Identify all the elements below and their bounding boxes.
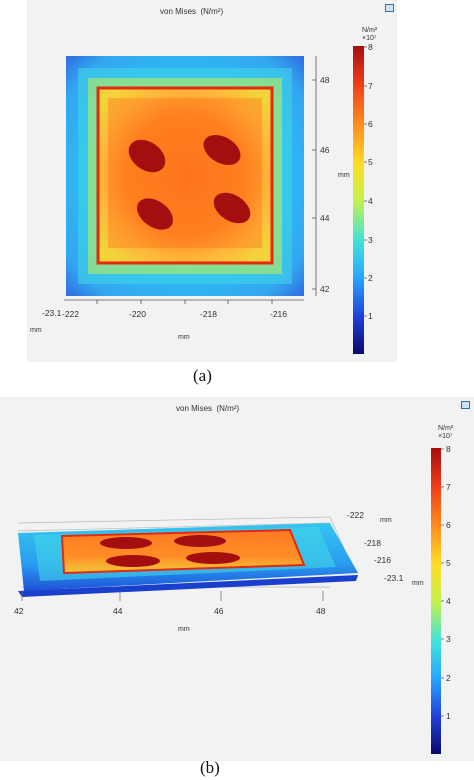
colorbar: [353, 46, 364, 354]
window-icon[interactable]: [385, 4, 394, 12]
colorbar-tick: 1: [446, 711, 451, 721]
hotspot: [213, 192, 251, 224]
caption-a: (a): [193, 366, 212, 385]
z-tick-a: -23.1: [42, 308, 62, 318]
y-tick-a: 46: [320, 145, 330, 155]
colorbar-tick: 8: [368, 42, 373, 52]
x-tick-a: -216: [270, 309, 288, 319]
stress-plot-a: [64, 46, 367, 354]
y-tick-a: 48: [320, 75, 330, 85]
y-unit-a: mm: [338, 172, 350, 179]
hotspot: [100, 537, 152, 549]
colorbar-multiplier-b: ×10⁷: [438, 433, 453, 440]
z-unit-a: mm: [30, 327, 42, 334]
colorbar-tick: 4: [368, 196, 373, 206]
y-unit-b: mm: [380, 517, 392, 524]
y-tick-a: 44: [320, 213, 330, 223]
colorbar-unit-b: N/m²: [438, 425, 454, 432]
stress-plot-b: [17, 448, 444, 754]
window-icon[interactable]: [461, 401, 470, 409]
colorbar-tick: 5: [446, 558, 451, 568]
x-tick-a: -222: [62, 309, 80, 319]
x-tick-b: 48: [316, 606, 326, 616]
colorbar-tick: 6: [368, 119, 373, 129]
chip-region: [98, 88, 272, 263]
y-tick-b: -23.1: [384, 573, 404, 583]
colorbar: [431, 448, 441, 754]
hotspot: [174, 535, 226, 547]
caption-b: (b): [200, 758, 220, 777]
colorbar-tick: 7: [368, 81, 373, 91]
colorbar-tick: 3: [368, 235, 373, 245]
hotspot: [203, 134, 241, 166]
x-tick-b: 42: [14, 606, 24, 616]
colorbar-multiplier-a: ×10⁷: [362, 35, 377, 42]
colorbar-tick: 3: [446, 634, 451, 644]
x-tick-a: -220: [129, 309, 147, 319]
y-tick-b: -218: [364, 538, 382, 548]
x-tick-b: 44: [113, 606, 123, 616]
y-tick-a: 42: [320, 284, 330, 294]
plot-title-a: von Mises (N/m²): [160, 7, 224, 16]
hotspot: [128, 139, 166, 173]
x-tick-a: -218: [200, 309, 218, 319]
hotspot: [186, 552, 240, 564]
colorbar-tick: 2: [446, 673, 451, 683]
hotspot: [136, 198, 174, 230]
y-tick-b: -222: [347, 510, 365, 520]
colorbar-tick: 4: [446, 596, 451, 606]
y-tick-b: -216: [374, 555, 392, 565]
colorbar-tick: 8: [446, 444, 451, 454]
colorbar-tick: 6: [446, 520, 451, 530]
figure-panel-b: von Mises (N/m²) N/m² ×10⁷ 8 7 6 5 4 3 2…: [0, 395, 474, 780]
figure-panel-a: von Mises (N/m²) N/m² ×10⁷ 8 7 6 5 4 3 2…: [0, 0, 474, 385]
x-tick-b: 46: [214, 606, 224, 616]
z-unit-b: mm: [412, 580, 424, 587]
plot-title-b: von Mises (N/m²): [176, 404, 240, 413]
colorbar-tick: 2: [368, 273, 373, 283]
colorbar-tick: 1: [368, 311, 373, 321]
colorbar-unit-a: N/m²: [362, 27, 378, 34]
hotspot: [106, 555, 160, 567]
x-unit-b: mm: [178, 626, 190, 633]
colorbar-tick: 5: [368, 157, 373, 167]
colorbar-tick: 7: [446, 482, 451, 492]
x-unit-a: mm: [178, 334, 190, 341]
